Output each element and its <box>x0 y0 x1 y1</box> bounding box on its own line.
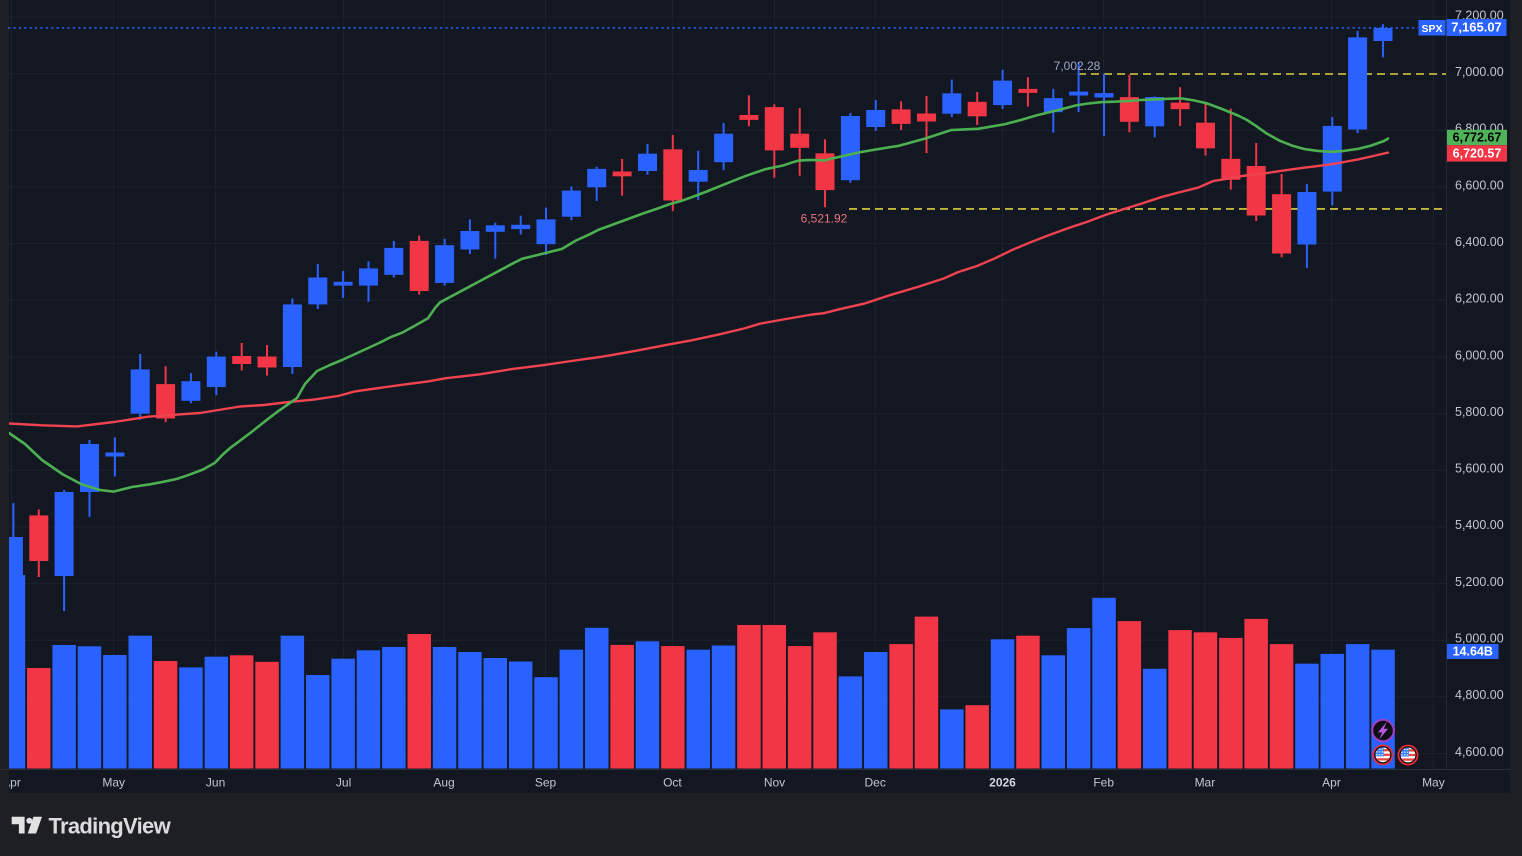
svg-text:Jun: Jun <box>206 776 225 790</box>
svg-text:7,002.28: 7,002.28 <box>1054 59 1101 73</box>
svg-text:7,165.07: 7,165.07 <box>1451 20 1502 35</box>
svg-text:5,200.00: 5,200.00 <box>1455 575 1504 589</box>
svg-text:6,720.57: 6,720.57 <box>1453 147 1502 161</box>
svg-text:TradingView: TradingView <box>49 813 172 838</box>
svg-text:Sep: Sep <box>535 776 557 790</box>
svg-text:May: May <box>1422 776 1445 790</box>
svg-text:6,521.92: 6,521.92 <box>801 212 848 226</box>
svg-text:Feb: Feb <box>1093 776 1114 790</box>
svg-text:May: May <box>102 776 125 790</box>
svg-text:5,800.00: 5,800.00 <box>1455 405 1504 419</box>
svg-text:5,400.00: 5,400.00 <box>1455 518 1504 532</box>
svg-text:2026: 2026 <box>989 776 1016 790</box>
svg-text:SPX: SPX <box>1421 23 1442 35</box>
svg-text:14.64B: 14.64B <box>1453 645 1493 659</box>
svg-text:4,800.00: 4,800.00 <box>1455 688 1504 702</box>
svg-text:Aug: Aug <box>433 776 454 790</box>
svg-text:Apr: Apr <box>2 776 21 790</box>
svg-text:6,600.00: 6,600.00 <box>1455 178 1504 192</box>
svg-text:7,200.00: 7,200.00 <box>1455 8 1504 22</box>
svg-text:Apr: Apr <box>1322 776 1341 790</box>
svg-text:Oct: Oct <box>663 776 682 790</box>
svg-text:7,000.00: 7,000.00 <box>1455 65 1504 79</box>
svg-text:5,600.00: 5,600.00 <box>1455 462 1504 476</box>
svg-text:Nov: Nov <box>764 776 785 790</box>
svg-text:4,600.00: 4,600.00 <box>1455 745 1504 759</box>
svg-text:6,200.00: 6,200.00 <box>1455 292 1504 306</box>
svg-text:6,000.00: 6,000.00 <box>1455 348 1504 362</box>
svg-text:6,772.67: 6,772.67 <box>1453 131 1502 145</box>
svg-text:Mar: Mar <box>1195 776 1216 790</box>
svg-text:6,400.00: 6,400.00 <box>1455 235 1504 249</box>
svg-text:Dec: Dec <box>865 776 886 790</box>
svg-text:Jul: Jul <box>336 776 351 790</box>
svg-text:5,000.00: 5,000.00 <box>1455 632 1504 646</box>
